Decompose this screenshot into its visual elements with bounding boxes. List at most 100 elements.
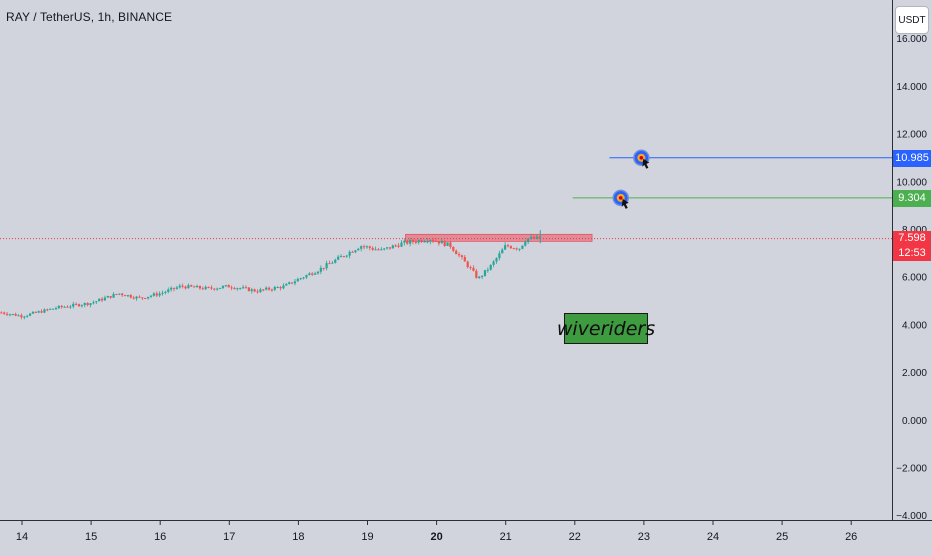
candle-body	[475, 270, 478, 278]
candle-body	[394, 245, 397, 247]
candle-body	[239, 288, 242, 290]
candle-body	[371, 247, 374, 250]
candle-body	[492, 261, 495, 265]
candle-body	[106, 296, 109, 298]
candle-body	[66, 306, 69, 308]
candle-body	[158, 293, 161, 296]
chart-area[interactable]	[0, 0, 892, 520]
time-tick-label: 21	[500, 531, 512, 543]
candle-body	[72, 303, 75, 307]
candle-body	[92, 302, 95, 304]
candle-body	[155, 293, 158, 296]
price-axis-labels: 16.000 14.000 12.000 10.000 8.000 6.000 4.000 2…	[896, 34, 927, 522]
candle-body	[437, 241, 441, 244]
candle-body	[115, 294, 118, 296]
candle-body	[218, 287, 222, 289]
candle-body	[161, 292, 164, 294]
candle-body	[440, 240, 443, 244]
candle-body	[172, 287, 176, 289]
candle-body	[253, 289, 256, 292]
target-price-label: 9.304	[898, 191, 926, 204]
watermark-text: wiveriders	[556, 317, 656, 340]
candle-body	[54, 308, 58, 310]
target-price-tag: 10.985	[893, 149, 931, 167]
candle-body	[411, 239, 415, 242]
candle-body	[250, 289, 253, 292]
candle-body	[342, 256, 345, 258]
price-tick-label: −2.000	[896, 464, 927, 475]
candle-body	[446, 242, 449, 246]
candle-body	[164, 291, 167, 293]
candle-body	[109, 296, 112, 298]
candle-body	[449, 242, 452, 247]
candle-body	[270, 289, 274, 291]
candle-body	[374, 249, 377, 251]
candle-body	[95, 301, 98, 303]
candle-body	[311, 273, 314, 275]
candle-body	[118, 293, 121, 295]
candle-body	[506, 245, 510, 247]
candle-body	[265, 287, 268, 290]
candle-body	[334, 259, 337, 263]
candle-body	[224, 285, 227, 287]
time-tick-label: 19	[361, 531, 373, 543]
candle-body	[432, 239, 435, 241]
candle-body	[23, 316, 26, 318]
candle-body	[121, 293, 124, 296]
candle-body	[472, 267, 475, 271]
currency-button[interactable]: USDT	[895, 6, 929, 34]
candle-body	[63, 306, 66, 308]
time-tick-label: 23	[638, 531, 650, 543]
candle-body	[20, 315, 23, 318]
watermark-logo: wiveriders	[557, 313, 655, 344]
time-tick-label: 26	[845, 531, 857, 543]
candle-body	[49, 308, 52, 310]
candle-body	[406, 240, 409, 244]
candle-body	[86, 303, 89, 306]
candle-body	[498, 253, 501, 259]
candle-body	[357, 248, 360, 251]
time-tick-label: 22	[569, 531, 581, 543]
candle-body	[414, 241, 417, 243]
candle-body	[296, 278, 299, 282]
candle-body	[515, 248, 518, 250]
candle-body	[337, 256, 340, 260]
candle-body	[478, 276, 481, 278]
target-price-label: 10.985	[895, 151, 929, 164]
candle-body	[319, 267, 322, 272]
time-axis[interactable]: 14 15 16 17 18 19 20 21 22 23 24 25 26	[0, 520, 932, 551]
candle-body	[331, 262, 334, 264]
candle-body	[51, 308, 55, 310]
candle-body	[210, 287, 213, 289]
candle-body	[141, 297, 144, 299]
chart-canvas[interactable]	[0, 0, 892, 520]
candle-body	[460, 255, 464, 257]
candle-body	[167, 289, 170, 292]
candle-body	[397, 245, 400, 247]
candle-body	[170, 287, 173, 290]
candle-body	[420, 239, 423, 242]
candle-body	[368, 246, 371, 248]
candle-body	[391, 245, 394, 249]
price-tick-label: −4.000	[896, 511, 927, 520]
candle-body	[100, 298, 104, 301]
candle-body	[455, 250, 458, 255]
candle-body	[8, 314, 12, 316]
candle-body	[354, 250, 357, 253]
candle-body	[380, 249, 383, 251]
candle-body	[383, 248, 386, 250]
candle-body	[126, 295, 130, 297]
time-tick-label: 14	[16, 531, 28, 543]
time-axis-labels: 14 15 16 17 18 19 20 21 22 23 24 25 26	[16, 521, 857, 543]
candle-body	[0, 312, 3, 314]
symbol-title[interactable]: RAY / TetherUS, 1h, BINANCE	[6, 10, 173, 24]
candle-body	[302, 277, 305, 279]
time-tick-label: 20	[430, 531, 442, 543]
candle-body	[365, 246, 369, 248]
candle-body	[299, 278, 302, 280]
candle-body	[83, 303, 86, 306]
candle-body	[262, 289, 265, 291]
candle-body	[529, 236, 533, 239]
candle-body	[429, 239, 432, 242]
candle-body	[538, 236, 541, 239]
